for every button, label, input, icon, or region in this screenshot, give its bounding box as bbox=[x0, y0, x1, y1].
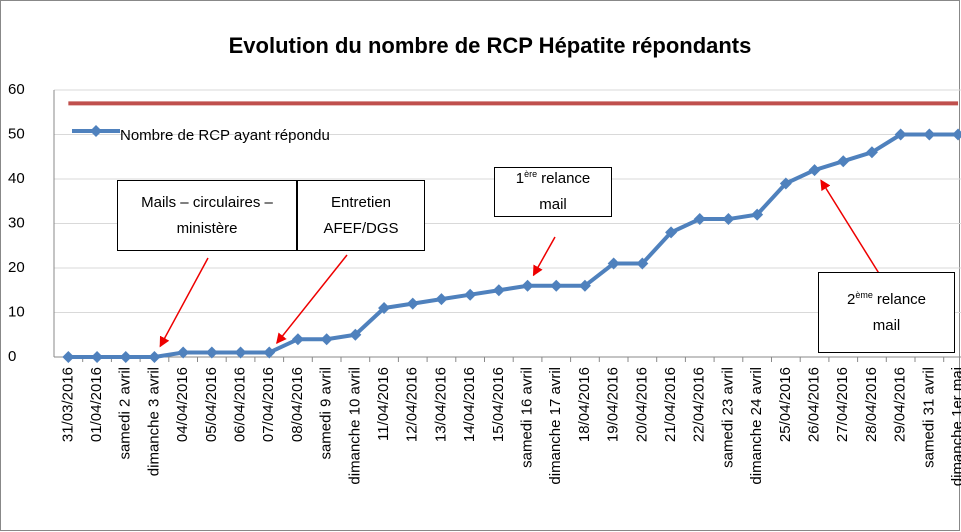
annotation: Mails – circulaires – ministère bbox=[117, 180, 297, 251]
y-tick-label: 40 bbox=[8, 170, 25, 187]
annotation-suffix: ème bbox=[855, 289, 873, 300]
annotation-arrow bbox=[820, 179, 881, 276]
annotation-text: relance mail bbox=[872, 290, 927, 334]
x-tick-label: dimanche 3 avril bbox=[145, 367, 162, 476]
point bbox=[722, 213, 735, 226]
y-tick-label: 0 bbox=[8, 348, 16, 365]
x-tick-label: 22/04/2016 bbox=[691, 367, 708, 442]
legend-marker bbox=[90, 125, 102, 137]
x-tick-label: 15/04/2016 bbox=[490, 367, 507, 442]
x-tick-label: 06/04/2016 bbox=[232, 367, 249, 442]
point bbox=[406, 297, 419, 310]
point bbox=[665, 226, 678, 239]
y-tick-label: 30 bbox=[8, 214, 25, 231]
point bbox=[263, 346, 276, 359]
x-tick-label: 13/04/2016 bbox=[432, 367, 449, 442]
x-tick-label: 01/04/2016 bbox=[88, 367, 105, 442]
point bbox=[607, 257, 620, 270]
point bbox=[808, 164, 821, 177]
point bbox=[636, 257, 649, 270]
point bbox=[578, 279, 591, 292]
annotation: Entretien AFEF/DGS bbox=[297, 180, 425, 251]
annotation-number: 2 bbox=[846, 290, 856, 308]
x-tick-label: samedi 9 avril bbox=[318, 367, 335, 460]
x-tick-label: 27/04/2016 bbox=[834, 367, 851, 442]
annotation: 2ème relance mail bbox=[818, 272, 955, 353]
annotation-arrow bbox=[532, 236, 556, 277]
x-tick-label: 21/04/2016 bbox=[662, 367, 679, 442]
x-tick-label: 29/04/2016 bbox=[892, 367, 909, 442]
point bbox=[952, 128, 961, 141]
annotation-text: relance mail bbox=[539, 170, 591, 213]
x-tick-label: 20/04/2016 bbox=[633, 367, 650, 442]
point bbox=[435, 293, 448, 306]
point bbox=[119, 351, 132, 363]
x-tick-label: dimanche 10 avril bbox=[346, 367, 363, 485]
point bbox=[91, 351, 104, 363]
y-tick-label: 10 bbox=[8, 303, 25, 320]
point bbox=[464, 288, 477, 301]
point bbox=[865, 146, 878, 159]
x-tick-label: 12/04/2016 bbox=[404, 367, 421, 442]
x-tick-label: dimanche 24 avril bbox=[748, 367, 765, 485]
x-tick-label: dimanche 17 avril bbox=[547, 367, 564, 485]
x-tick-label: 19/04/2016 bbox=[605, 367, 622, 442]
x-tick-label: 31/03/2016 bbox=[59, 367, 76, 442]
x-tick-label: 07/04/2016 bbox=[260, 367, 277, 442]
x-tick-label: 28/04/2016 bbox=[863, 367, 880, 442]
point bbox=[62, 351, 75, 363]
annotation: 1ère relance mail bbox=[494, 167, 612, 217]
y-tick-label: 20 bbox=[8, 259, 25, 276]
point bbox=[349, 328, 362, 341]
point bbox=[550, 279, 563, 292]
x-tick-label: samedi 23 avril bbox=[719, 367, 736, 468]
point bbox=[837, 155, 850, 168]
x-tick-label: 25/04/2016 bbox=[777, 367, 794, 442]
point bbox=[177, 346, 190, 359]
annotation-suffix: ère bbox=[524, 169, 538, 179]
point bbox=[751, 208, 764, 221]
point bbox=[894, 128, 907, 141]
x-tick-label: dimanche 1er mai bbox=[949, 367, 961, 486]
x-tick-label: 08/04/2016 bbox=[289, 367, 306, 442]
x-tick-label: 04/04/2016 bbox=[174, 367, 191, 442]
x-tick-label: samedi 2 avril bbox=[117, 367, 134, 460]
annotation-number: 1 bbox=[515, 170, 525, 187]
x-tick-label: 18/04/2016 bbox=[576, 367, 593, 442]
x-tick-label: 05/04/2016 bbox=[203, 367, 220, 442]
y-tick-label: 50 bbox=[8, 125, 25, 142]
chart-title: Evolution du nombre de RCP Hépatite répo… bbox=[229, 33, 752, 58]
point bbox=[148, 351, 161, 363]
point bbox=[779, 177, 792, 190]
point bbox=[923, 128, 936, 141]
x-tick-label: 14/04/2016 bbox=[461, 367, 478, 442]
x-tick-label: 26/04/2016 bbox=[806, 367, 823, 442]
x-tick-label: samedi 31 avril bbox=[920, 367, 937, 468]
point bbox=[234, 346, 247, 359]
x-tick-label: samedi 16 avril bbox=[519, 367, 536, 468]
x-tick-label: 11/04/2016 bbox=[375, 367, 392, 441]
legend-label: Nombre de RCP ayant répondu bbox=[120, 127, 330, 144]
point bbox=[492, 284, 505, 297]
point bbox=[205, 346, 218, 359]
annotation-arrow bbox=[276, 254, 348, 344]
point bbox=[521, 279, 534, 292]
y-tick-label: 60 bbox=[8, 81, 25, 98]
point bbox=[378, 302, 391, 315]
point bbox=[320, 333, 333, 346]
point bbox=[693, 213, 706, 226]
point bbox=[291, 333, 304, 346]
annotation-arrow bbox=[159, 257, 209, 348]
